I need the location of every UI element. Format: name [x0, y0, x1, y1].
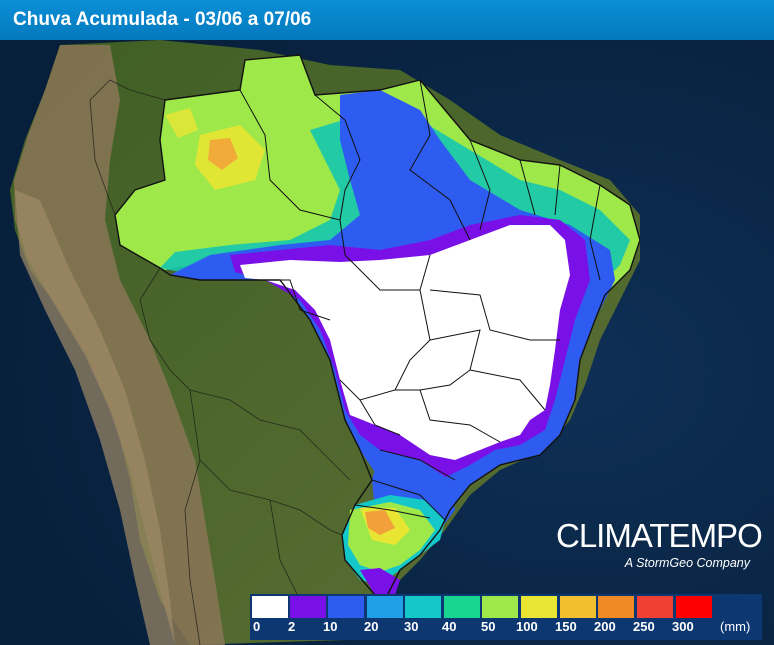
legend-tick: 10 — [323, 619, 338, 634]
legend-swatch — [367, 596, 403, 618]
legend-tick: 50 — [481, 619, 496, 634]
legend-swatch — [676, 596, 712, 618]
precipitation-map — [0, 40, 774, 645]
state-borders — [114, 54, 641, 601]
legend-tick: 30 — [404, 619, 419, 634]
legend-tick: 2 — [288, 619, 296, 634]
legend-unit: (mm) — [720, 619, 751, 634]
legend-swatch — [328, 596, 364, 618]
map-title: Chuva Acumulada - 03/06 a 07/06 — [0, 0, 774, 40]
legend-swatch — [637, 596, 673, 618]
legend-swatch — [521, 596, 557, 618]
brand-tagline: A StormGeo Company — [624, 556, 750, 570]
legend-tick: 300 — [672, 619, 694, 634]
legend-tick: 0 — [253, 619, 261, 634]
rain-zone-south-purple — [360, 568, 400, 595]
andes-relief — [14, 45, 225, 645]
legend-swatch — [482, 596, 518, 618]
legend-tick: 100 — [516, 619, 538, 634]
rain-zone-150-200 — [208, 138, 238, 170]
legend-tick: 20 — [364, 619, 379, 634]
legend-swatch — [560, 596, 596, 618]
rain-zone-0-2 — [240, 225, 570, 460]
rain-zone-100-150-b — [165, 108, 198, 138]
country-borders — [89, 79, 361, 645]
legend-tick: 200 — [594, 619, 616, 634]
legend-swatch — [405, 596, 441, 618]
climatempo-logo: CLIMATEMPO A StormGeo Company — [556, 517, 772, 571]
legend-swatch — [444, 596, 480, 618]
map-view — [0, 40, 774, 645]
legend-swatch — [290, 596, 326, 618]
legend-swatch — [252, 596, 288, 618]
legend-swatch — [598, 596, 634, 618]
brand-name: CLIMATEMPO — [556, 517, 763, 554]
coastal-desert — [15, 190, 175, 645]
rain-zone-south-orange — [365, 510, 395, 535]
legend-tick: 150 — [555, 619, 577, 634]
legend-tick: 250 — [633, 619, 655, 634]
precipitation-legend: 0 2 10 20 30 40 50 100 150 200 250 300 (… — [250, 594, 762, 640]
legend-tick: 40 — [442, 619, 457, 634]
